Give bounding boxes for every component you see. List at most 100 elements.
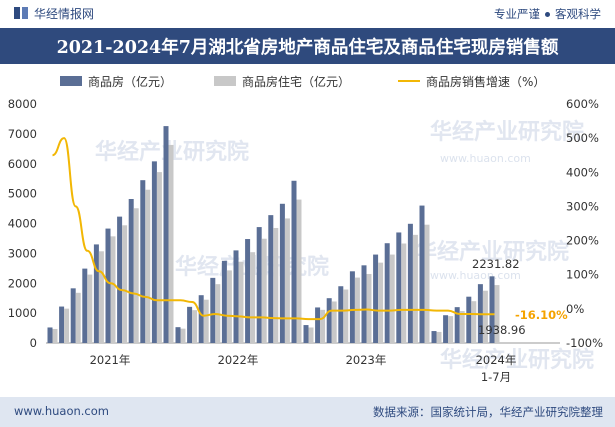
watermarks: 华经产业研究院 华经产业研究院 华经产业研究院 华经产业研究院 www.huao…	[95, 119, 594, 373]
bar-commercial	[303, 325, 309, 343]
growth-line	[52, 137, 495, 321]
right-tick-label: 300%	[566, 199, 599, 213]
bar-residential	[471, 301, 477, 343]
legend-swatch-commercial	[60, 76, 82, 86]
bar-residential	[459, 311, 465, 343]
bar-residential	[238, 261, 244, 343]
tagline-right: 客观科学	[555, 7, 601, 21]
year-label-subtitle: 1-7月	[481, 370, 511, 384]
bar-commercial	[315, 307, 321, 343]
bar-commercial	[279, 203, 285, 343]
left-tick-label: 4000	[8, 217, 37, 231]
bar-commercial	[326, 298, 332, 343]
tagline-left: 专业严谨	[494, 7, 540, 21]
bar-commercial	[419, 205, 425, 343]
bar-residential	[331, 301, 337, 343]
bar-residential	[273, 227, 279, 343]
bar-residential	[296, 199, 302, 343]
bar-commercial	[128, 199, 134, 343]
right-tick-label: -100%	[566, 336, 603, 350]
left-axis: 0 1000 2000 3000 4000 5000 6000 7000 8000	[8, 97, 37, 350]
bar-residential	[180, 328, 186, 343]
logo: 华经情报网	[14, 5, 94, 22]
year-label: 2021年	[90, 353, 131, 367]
bar-residential	[156, 172, 162, 343]
bar-residential	[448, 316, 454, 343]
bar-commercial	[105, 228, 111, 343]
bar-residential	[389, 254, 395, 343]
legend: 商品房（亿元） 商品房住宅（亿元） 商品房销售增速（%）	[60, 74, 545, 89]
bar-commercial	[373, 254, 379, 343]
year-label: 2024年	[476, 353, 517, 367]
year-label: 2023年	[346, 353, 387, 367]
bar-commercial	[256, 227, 262, 343]
bar-commercial	[210, 277, 216, 343]
bar-residential	[203, 299, 209, 343]
legend-label-residential: 商品房住宅（亿元）	[242, 74, 350, 89]
bar-commercial	[396, 232, 402, 343]
bar-commercial	[163, 126, 169, 343]
bar-commercial	[349, 271, 355, 343]
left-tick-label: 3000	[8, 246, 37, 260]
bar-residential	[75, 292, 81, 343]
watermark-url-2: www.huaon.com	[430, 269, 521, 282]
bar-residential	[261, 238, 267, 343]
bar-residential	[436, 331, 442, 343]
footer-source: 数据来源：国家统计局，华经产业研究院整理	[373, 405, 603, 419]
left-tick-label: 2000	[8, 276, 37, 290]
bar-commercial	[198, 295, 204, 343]
bar-residential	[122, 225, 128, 343]
watermark-4: 华经产业研究院	[415, 239, 569, 265]
bar-commercial	[233, 250, 239, 343]
bar-residential	[64, 308, 70, 343]
bar-commercial	[245, 239, 251, 343]
right-tick-label: 500%	[566, 131, 599, 145]
logo-text: 华经情报网	[34, 6, 95, 21]
bar-commercial	[82, 268, 88, 343]
bar-residential	[110, 236, 116, 343]
bar-residential	[424, 224, 430, 343]
bar-residential	[168, 144, 174, 343]
bar-residential	[192, 310, 198, 343]
bar-commercial	[407, 223, 413, 343]
legend-label-growth: 商品房销售增速（%）	[426, 74, 545, 89]
x-axis-labels: 2021年 2022年 2023年 2024年 1-7月	[90, 353, 517, 384]
bar-residential	[226, 270, 232, 343]
left-tick-label: 1000	[8, 306, 37, 320]
watermark-5: 华经产业研究院	[440, 347, 594, 373]
chart-title-bar: 2021-2024年7月湖北省房地产商品住宅及商品住宅现房销售额	[0, 28, 615, 64]
bar-residential	[87, 274, 93, 343]
bar-commercial	[338, 286, 344, 343]
chart-title: 2021-2024年7月湖北省房地产商品住宅及商品住宅现房销售额	[56, 37, 559, 58]
bar-residential	[412, 234, 418, 343]
bar-residential	[145, 189, 151, 343]
legend-swatch-residential	[214, 76, 236, 86]
bar-residential	[308, 327, 314, 343]
right-tick-label: 200%	[566, 234, 599, 248]
left-tick-label: 5000	[8, 187, 37, 201]
footer-website: www.huaon.com	[14, 404, 109, 418]
bar-commercial	[466, 296, 472, 343]
bar-commercial	[268, 215, 274, 343]
left-tick-label: 0	[30, 336, 37, 350]
right-tick-label: 600%	[566, 97, 599, 111]
bar-residential	[401, 243, 407, 343]
bar-commercial	[361, 265, 367, 343]
left-tick-label: 7000	[8, 127, 37, 141]
bar-residential	[482, 290, 488, 343]
bar-commercial	[384, 243, 390, 343]
logo-icon	[14, 6, 28, 20]
annotation-last-commercial: 2231.82	[472, 257, 520, 271]
watermark-url-1: www.huaon.com	[440, 152, 531, 165]
bar-commercial	[117, 216, 123, 343]
left-tick-label: 8000	[8, 97, 37, 111]
bar-commercial	[291, 180, 297, 343]
chart-svg: 华经产业研究院 华经产业研究院 华经产业研究院 华经产业研究院 www.huao…	[8, 74, 603, 384]
bar-commercial	[59, 306, 65, 343]
year-label: 2022年	[218, 353, 259, 367]
bar-commercial	[454, 307, 460, 343]
legend-label-commercial: 商品房（亿元）	[88, 74, 172, 89]
right-axis: -100% 0% 100% 200% 300% 400% 500% 600%	[566, 97, 603, 350]
bar-residential	[378, 262, 384, 343]
bar-residential	[494, 285, 500, 343]
